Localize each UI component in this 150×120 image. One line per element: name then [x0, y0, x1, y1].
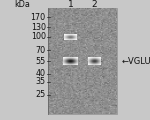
Text: 40: 40 — [36, 69, 46, 78]
Text: 25: 25 — [36, 90, 46, 99]
Text: 55: 55 — [36, 57, 46, 66]
Text: 170: 170 — [31, 13, 46, 22]
Text: 130: 130 — [31, 23, 46, 31]
Text: kDa: kDa — [14, 0, 30, 9]
Text: ←VGLUT1: ←VGLUT1 — [122, 57, 150, 66]
Text: 100: 100 — [31, 32, 46, 41]
Text: 1: 1 — [68, 0, 73, 9]
Bar — [48, 8, 117, 114]
Text: 35: 35 — [36, 77, 46, 86]
Text: 2: 2 — [92, 0, 97, 9]
Text: 70: 70 — [36, 46, 46, 55]
